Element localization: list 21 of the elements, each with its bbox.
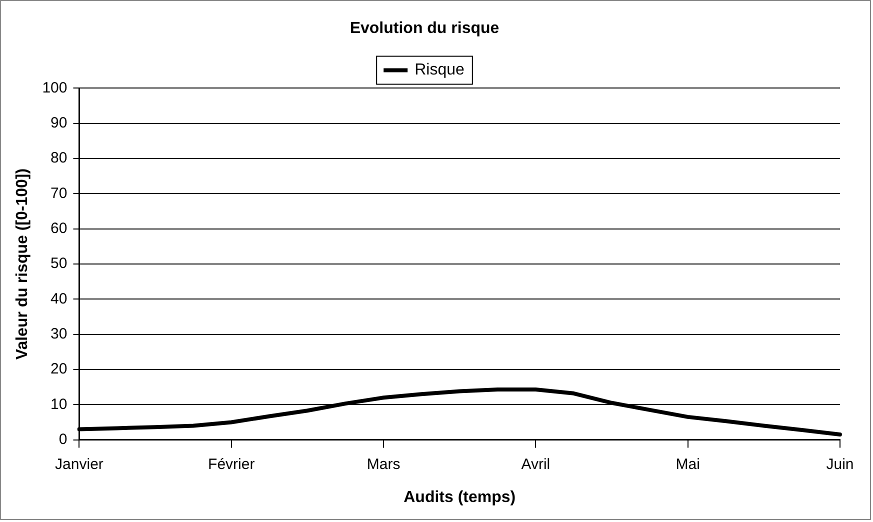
x-tick-label: Février (208, 456, 255, 473)
y-tick-label: 80 (50, 150, 68, 167)
y-tick-label: 30 (50, 325, 68, 342)
x-tick-label: Janvier (55, 456, 104, 473)
x-tick-label: Juin (826, 456, 854, 473)
y-axis-title: Valeur du risque ([0-100]) (14, 168, 32, 360)
y-tick-label: 20 (50, 360, 68, 378)
y-tick-label: 70 (50, 184, 68, 202)
y-tick-label: 0 (58, 430, 68, 448)
chart-title: Evolution du risque (350, 20, 500, 38)
x-tick-label: Mars (366, 456, 400, 473)
x-tick-label: Mai (676, 456, 700, 473)
y-tick-label: 10 (50, 396, 68, 413)
x-axis-title: Audits (temps) (404, 488, 516, 506)
x-tick-label: Avril (521, 456, 550, 473)
legend-label: Risque (414, 62, 465, 79)
y-tick-label: 60 (50, 220, 68, 237)
y-tick-label: 100 (42, 79, 68, 96)
y-tick-label: 40 (50, 290, 68, 308)
y-tick-label: 50 (50, 255, 68, 272)
y-tick-label: 90 (50, 114, 68, 132)
